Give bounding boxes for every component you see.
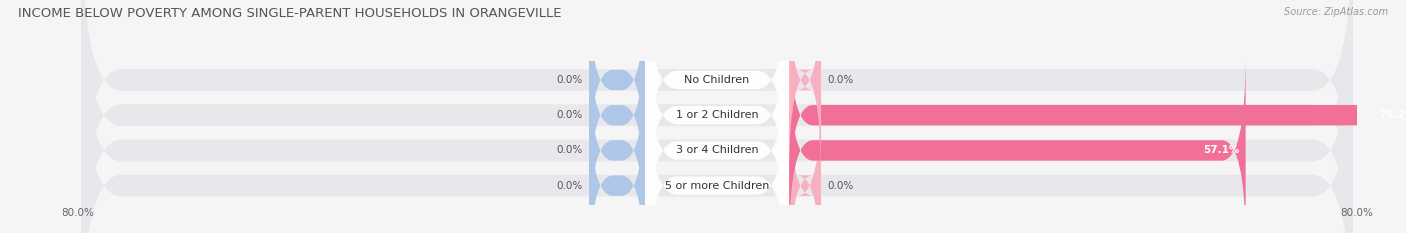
FancyBboxPatch shape [82, 0, 1353, 233]
FancyBboxPatch shape [789, 90, 821, 233]
FancyBboxPatch shape [589, 55, 645, 233]
Text: 57.1%: 57.1% [1204, 145, 1239, 155]
Text: 0.0%: 0.0% [827, 181, 853, 191]
FancyBboxPatch shape [589, 0, 645, 175]
Text: 0.0%: 0.0% [557, 75, 582, 85]
Text: 0.0%: 0.0% [557, 145, 582, 155]
Text: 3 or 4 Children: 3 or 4 Children [676, 145, 758, 155]
FancyBboxPatch shape [645, 19, 789, 233]
FancyBboxPatch shape [82, 21, 1353, 233]
Text: 1 or 2 Children: 1 or 2 Children [676, 110, 758, 120]
FancyBboxPatch shape [645, 54, 789, 233]
FancyBboxPatch shape [82, 0, 1353, 233]
Text: INCOME BELOW POVERTY AMONG SINGLE-PARENT HOUSEHOLDS IN ORANGEVILLE: INCOME BELOW POVERTY AMONG SINGLE-PARENT… [18, 7, 562, 20]
Text: 79.2%: 79.2% [1379, 110, 1406, 120]
FancyBboxPatch shape [645, 0, 789, 212]
FancyBboxPatch shape [589, 90, 645, 233]
FancyBboxPatch shape [789, 0, 821, 175]
Text: 0.0%: 0.0% [827, 75, 853, 85]
Text: Source: ZipAtlas.com: Source: ZipAtlas.com [1284, 7, 1388, 17]
Text: 0.0%: 0.0% [557, 181, 582, 191]
Text: 0.0%: 0.0% [557, 110, 582, 120]
FancyBboxPatch shape [789, 55, 1246, 233]
FancyBboxPatch shape [82, 0, 1353, 233]
FancyBboxPatch shape [589, 20, 645, 211]
Text: 5 or more Children: 5 or more Children [665, 181, 769, 191]
FancyBboxPatch shape [789, 20, 1406, 211]
Text: No Children: No Children [685, 75, 749, 85]
FancyBboxPatch shape [645, 0, 789, 233]
